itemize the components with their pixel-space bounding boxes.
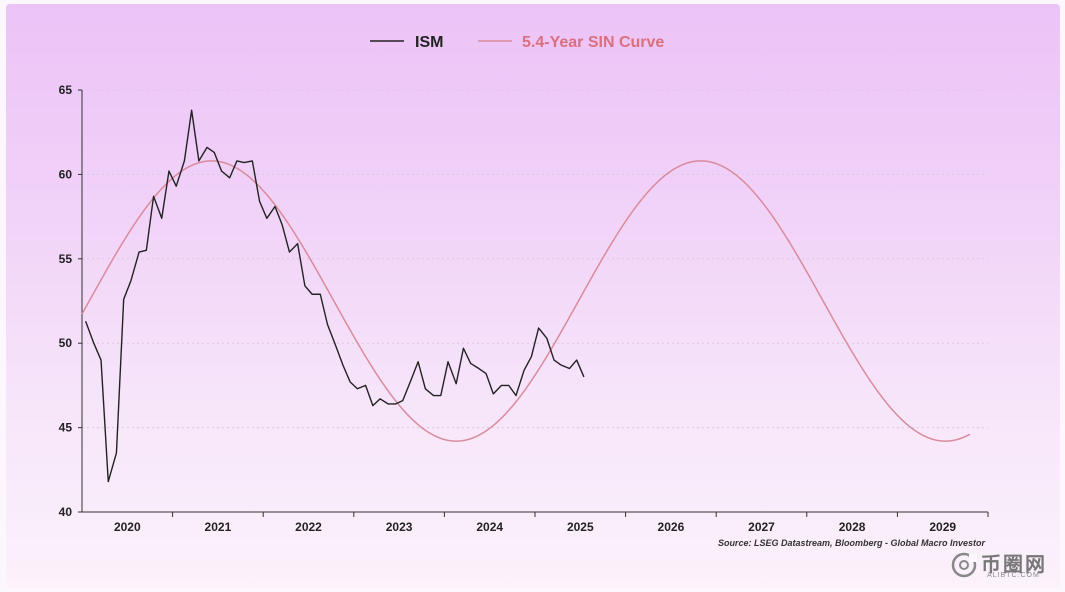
y-tick-label-65: 65 [59,83,73,97]
x-tick-label-2028: 2028 [839,520,866,534]
y-tick-label-50: 50 [59,336,73,350]
x-tick-label-2024: 2024 [476,520,503,534]
watermark-logo-icon [951,552,977,578]
legend-label-sin: 5.4-Year SIN Curve [522,34,664,51]
x-tick-label-2026: 2026 [658,520,685,534]
legend: ISM 5.4-Year SIN Curve [370,34,664,51]
x-tick-label-2025: 2025 [567,520,594,534]
y-tick-label-45: 45 [59,421,73,435]
x-tick-label-2022: 2022 [295,520,322,534]
watermark-text: 币圈网 [981,554,1047,576]
series-line-sin-curve [81,160,971,442]
x-tick-label-2027: 2027 [748,520,775,534]
grid-layer [82,89,988,429]
watermark-subtext: ALIBTC.COM [987,572,1040,579]
y-tick-label-40: 40 [59,505,73,519]
x-tick-label-2021: 2021 [205,520,232,534]
source-note: Source: LSEG Datastream, Bloomberg - Glo… [717,538,985,548]
x-tick-label-2029: 2029 [929,520,956,534]
y-tick-label-60: 60 [59,167,73,181]
legend-label-ism: ISM [415,34,443,51]
x-tick-label-2020: 2020 [114,520,141,534]
chart-panel [6,4,1060,588]
series-layer [81,109,971,483]
axis-layer: 40 45 50 55 60 65 2020 2021 2022 2023 2024 2025 2026… [59,83,989,534]
watermark: 币圈网 ALIBTC.COM [947,546,1057,586]
series-line-ism [84,109,585,483]
y-tick-label-55: 55 [59,252,73,266]
x-tick-label-2023: 2023 [386,520,413,534]
